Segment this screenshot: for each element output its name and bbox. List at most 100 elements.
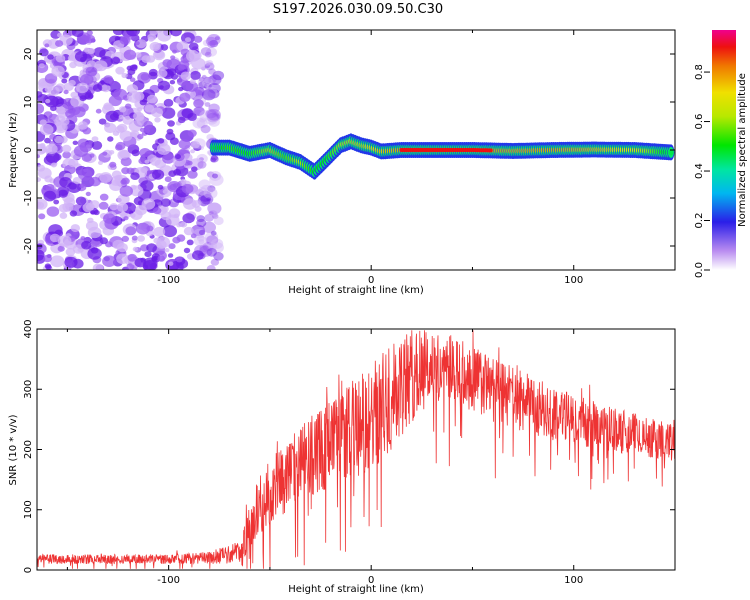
noise-blob (162, 225, 177, 238)
noise-blob (140, 244, 149, 252)
noise-blob (55, 115, 66, 124)
noise-blob (205, 109, 217, 119)
noise-blob (57, 32, 63, 38)
colorbar-tick-label: 0.6 (694, 114, 705, 130)
noise-blob (213, 216, 224, 226)
noise-blob (37, 164, 45, 172)
noise-blob (168, 170, 177, 178)
noise-blob (203, 77, 212, 84)
noise-blob (203, 86, 218, 99)
noise-blob (160, 44, 169, 51)
noise-blob (87, 226, 102, 239)
snr-plot-area (37, 329, 675, 570)
noise-blob (119, 130, 133, 142)
noise-blob (206, 197, 212, 202)
noise-blob (213, 251, 224, 261)
y-tick-label: 0 (23, 147, 34, 153)
noise-blob (190, 233, 197, 239)
colorbar: 0.0 0.2 0.4 0.6 0.8 Normalized spectral ampl… (694, 30, 748, 278)
noise-blob (203, 198, 210, 204)
noise-blob (207, 88, 220, 99)
noise-blob (133, 111, 144, 121)
noise-blob (71, 30, 84, 38)
noise-blob (119, 36, 130, 45)
noise-blob (181, 108, 194, 119)
noise-blob (186, 50, 200, 62)
noise-blob (44, 73, 58, 84)
noise-blob (50, 255, 65, 268)
noise-blob (139, 99, 147, 106)
snr-line (37, 330, 675, 569)
noise-blob (154, 117, 161, 123)
noise-blob (37, 249, 45, 262)
noise-blob (206, 60, 214, 66)
noise-blob (208, 68, 216, 75)
x-tick-label: -100 (157, 275, 180, 286)
y-tick-label: 20 (23, 48, 34, 61)
noise-blob (202, 77, 214, 88)
noise-blob (118, 106, 127, 113)
noise-blob (180, 178, 187, 184)
noise-blob (206, 235, 219, 245)
y-tick-label: 400 (23, 319, 34, 338)
noise-blob (90, 210, 96, 215)
noise-blob (108, 150, 115, 155)
noise-blob (210, 230, 217, 236)
noise-blob (210, 242, 224, 254)
noise-blob (193, 99, 204, 108)
noise-blob (69, 210, 78, 217)
noise-blob (200, 47, 212, 56)
noise-blob (157, 30, 172, 42)
noise-blob (178, 139, 191, 150)
noise-blob (68, 79, 76, 87)
noise-blob (191, 166, 198, 172)
noise-blob (131, 149, 140, 157)
noise-blob (200, 184, 214, 196)
colorbar-tick-label: 0.0 (694, 262, 705, 278)
noise-blob (43, 254, 52, 263)
noise-blob (47, 54, 54, 60)
noise-blob (169, 137, 179, 145)
noise-blob (193, 35, 203, 43)
noise-blob (86, 60, 97, 69)
noise-blob (197, 161, 207, 169)
noise-blob (133, 196, 144, 206)
noise-blob (112, 239, 125, 250)
noise-blob (190, 70, 201, 80)
noise-blob (196, 215, 205, 223)
noise-blob (44, 137, 51, 144)
noise-blob (168, 243, 176, 250)
noise-blob (121, 72, 128, 79)
noise-blob (186, 239, 194, 246)
noise-blob (205, 235, 219, 246)
noise-blob (134, 41, 140, 46)
snr-series (37, 330, 675, 569)
noise-blob (83, 168, 88, 173)
noise-blob (79, 183, 85, 189)
noise-blob (190, 149, 196, 154)
noise-blob (65, 109, 75, 118)
noise-blob (123, 49, 137, 60)
noise-blob (120, 157, 132, 167)
y-tick-label: 0 (23, 567, 34, 573)
noise-blob (64, 256, 78, 268)
noise-blob (198, 179, 211, 190)
noise-blob (127, 253, 137, 262)
noise-blob (207, 202, 222, 215)
noise-blob (204, 231, 219, 243)
noise-blob (137, 133, 144, 140)
noise-blob (126, 263, 135, 270)
noise-blob (58, 203, 70, 213)
noise-blob (208, 117, 220, 127)
noise-blob (122, 115, 134, 125)
noise-blob (143, 120, 153, 129)
noise-blob (113, 88, 128, 101)
noise-blob (47, 86, 60, 96)
noise-blob (75, 82, 89, 94)
noise-blob (167, 120, 175, 127)
noise-blob (61, 78, 68, 84)
noise-blob (104, 122, 117, 134)
noise-blob (50, 162, 57, 168)
noise-blob (120, 179, 127, 185)
noise-blob (212, 213, 219, 219)
